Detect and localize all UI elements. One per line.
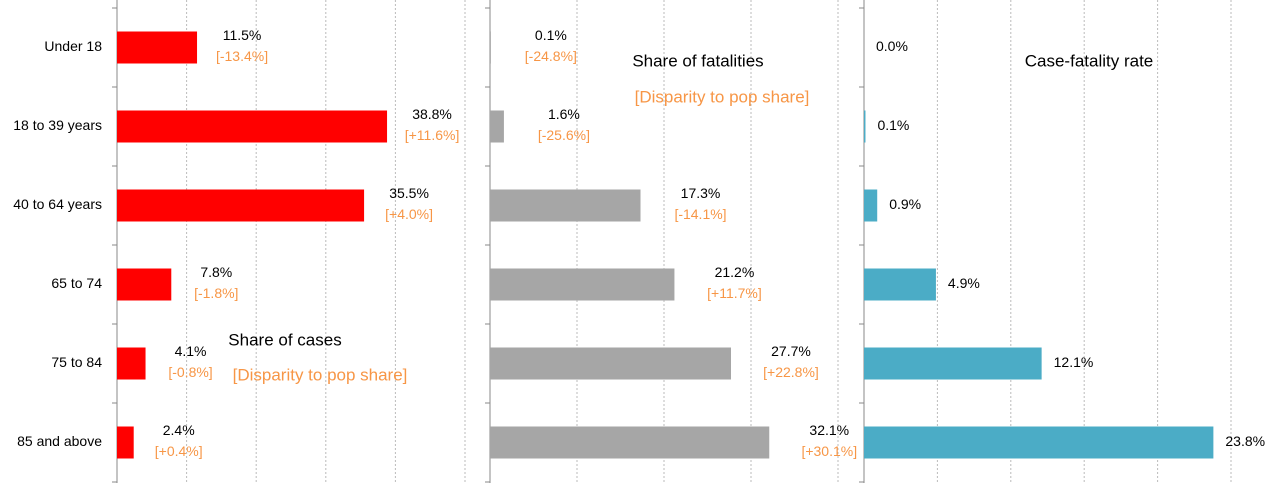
value-label: 11.5%	[223, 27, 262, 43]
bar	[117, 110, 388, 143]
bar	[490, 31, 491, 64]
bar	[490, 268, 675, 301]
value-label: 2.4%	[163, 422, 195, 438]
bar	[117, 426, 134, 459]
y-tick-label: Under 18	[44, 38, 102, 54]
disparity-label: [+30.1%]	[801, 443, 857, 459]
disparity-label: [-25.6%]	[538, 127, 590, 143]
bar	[490, 347, 731, 380]
value-label: 38.8%	[412, 106, 452, 122]
bar	[117, 268, 172, 301]
bar	[117, 347, 146, 380]
value-label: 32.1%	[809, 422, 849, 438]
disparity-label: [+0.4%]	[155, 443, 203, 459]
disparity-label: [+11.7%]	[707, 285, 762, 301]
panel-title: Case-fatality rate	[1025, 51, 1154, 70]
value-label: 0.9%	[889, 196, 921, 212]
bar	[864, 189, 878, 222]
bar	[864, 110, 866, 143]
bar	[864, 347, 1042, 380]
y-tick-label: 40 to 64 years	[13, 196, 102, 212]
value-label: 35.5%	[389, 185, 429, 201]
value-label: 0.0%	[876, 38, 908, 54]
panel-subtitle: [Disparity to pop share]	[635, 87, 810, 106]
bar	[490, 110, 504, 143]
value-label: 17.3%	[681, 185, 721, 201]
value-label: 21.2%	[715, 264, 755, 280]
disparity-label: [-24.8%]	[525, 48, 577, 64]
bar	[117, 189, 365, 222]
panel-subtitle: [Disparity to pop share]	[233, 365, 408, 384]
bar	[490, 189, 641, 222]
bar	[864, 426, 1214, 459]
y-tick-label: 75 to 84	[51, 354, 102, 370]
disparity-label: [-13.4%]	[216, 48, 268, 64]
value-label: 0.1%	[877, 117, 909, 133]
disparity-label: [+4.0%]	[385, 206, 433, 222]
disparity-label: [+11.6%]	[405, 127, 460, 143]
bar	[490, 426, 770, 459]
value-label: 12.1%	[1054, 354, 1094, 370]
disparity-label: [+22.8%]	[763, 364, 819, 380]
disparity-label: [-14.1%]	[674, 206, 726, 222]
value-label: 4.1%	[175, 343, 207, 359]
value-label: 7.8%	[200, 264, 232, 280]
value-label: 4.9%	[948, 275, 980, 291]
bar	[864, 268, 936, 301]
disparity-label: [-0.8%]	[168, 364, 212, 380]
y-tick-label: 65 to 74	[51, 275, 102, 291]
y-tick-label: 85 and above	[17, 433, 102, 449]
value-label: 23.8%	[1225, 433, 1265, 449]
bar	[117, 31, 198, 64]
disparity-label: [-1.8%]	[194, 285, 238, 301]
value-label: 0.1%	[535, 27, 567, 43]
value-label: 1.6%	[548, 106, 580, 122]
y-tick-label: 18 to 39 years	[13, 117, 102, 133]
panel-title: Share of cases	[228, 330, 341, 349]
panel-title: Share of fatalities	[632, 51, 763, 70]
value-label: 27.7%	[771, 343, 811, 359]
